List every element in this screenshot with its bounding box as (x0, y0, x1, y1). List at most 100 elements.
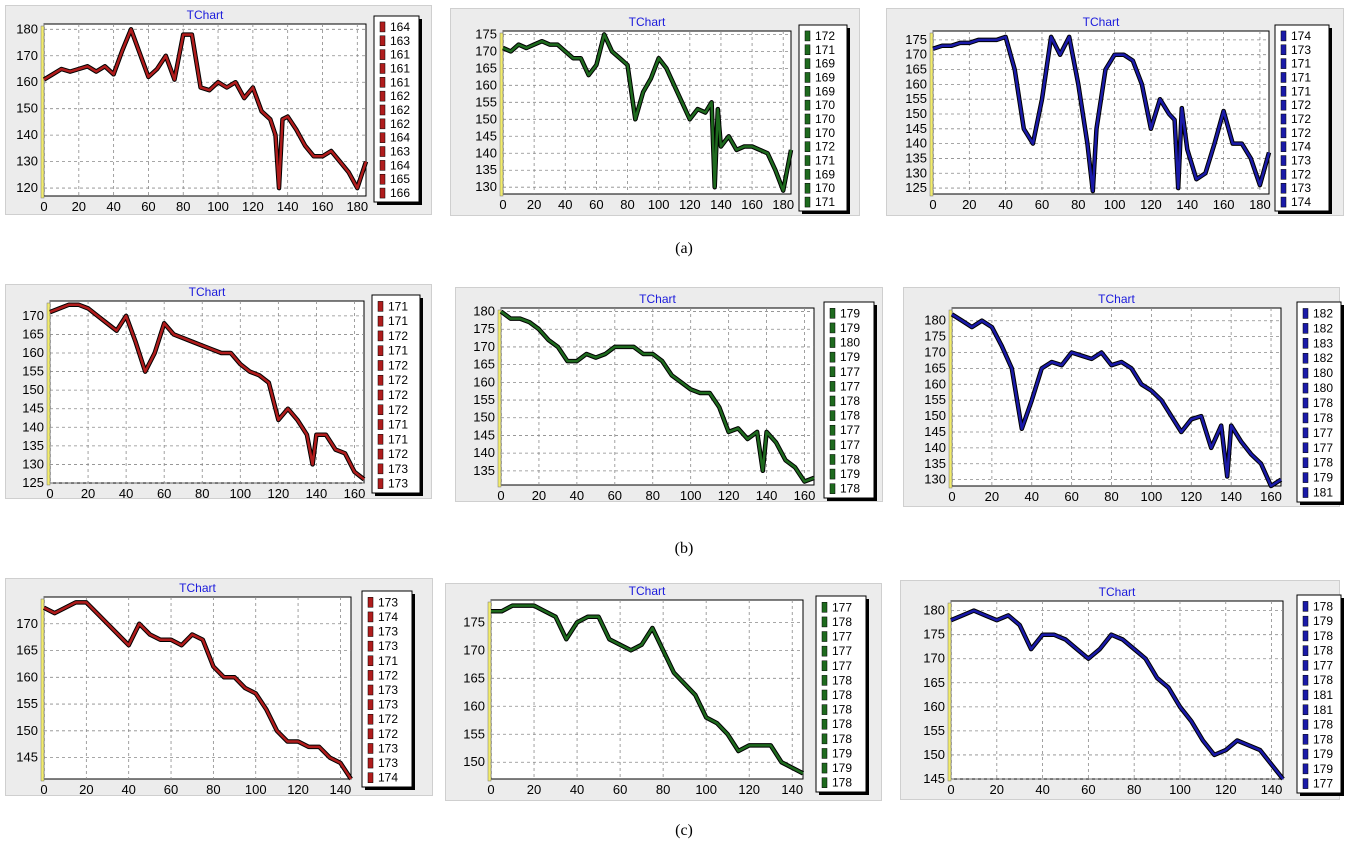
x-tick-label: 160 (312, 199, 334, 214)
y-tick-label: 150 (16, 723, 38, 738)
x-tick-label: 20 (985, 489, 999, 504)
y-tick-label: 165 (473, 357, 495, 372)
legend-label: 171 (388, 314, 408, 328)
legend-swatch (804, 99, 811, 111)
legend-swatch (804, 141, 811, 152)
x-tick-label: 140 (710, 197, 732, 212)
y-tick-label: 160 (463, 698, 485, 713)
series-line (43, 601, 353, 780)
legend-label: 172 (815, 29, 835, 43)
y-tick-label: 150 (463, 754, 485, 769)
chart-title: TChart (1099, 585, 1136, 599)
legend-swatch (367, 684, 374, 696)
legend-swatch (1302, 412, 1309, 424)
legend-label: 161 (390, 75, 410, 89)
x-tick-label: 80 (646, 488, 660, 503)
legend-swatch (821, 748, 828, 759)
series-line (43, 28, 368, 190)
legend-swatch (829, 439, 836, 451)
legend-label: 164 (390, 158, 410, 172)
legend-swatch (1302, 367, 1309, 379)
legend-swatch (377, 404, 384, 416)
legend-label: 180 (1313, 381, 1333, 395)
x-tick-label: 40 (1025, 489, 1039, 504)
x-tick-label: 100 (229, 486, 251, 501)
legend-swatch (1280, 141, 1287, 152)
legend-label: 173 (1291, 43, 1311, 57)
legend-label: 169 (815, 84, 835, 98)
legend-swatch (829, 366, 836, 378)
y-tick-label: 155 (16, 696, 38, 711)
y-tick-label: 160 (905, 76, 927, 91)
legend-swatch (377, 463, 384, 475)
y-tick-label: 145 (924, 424, 946, 439)
y-tick-label: 145 (22, 401, 44, 416)
chart-title: TChart (1098, 292, 1135, 306)
legend-swatch (367, 611, 374, 623)
x-tick-label: 120 (718, 488, 740, 503)
y-tick-label: 145 (905, 121, 927, 136)
chart-panel-c-red: TChart 0 20 40 60 80 100 120 140 145 150 155 160 165 1… (5, 578, 433, 797)
legend-label: 177 (832, 644, 852, 658)
legend-label: 177 (1313, 658, 1333, 672)
legend-label: 177 (832, 600, 852, 614)
x-tick-label: 20 (527, 197, 541, 212)
y-tick-label: 165 (923, 675, 945, 690)
legend-swatch (377, 434, 384, 445)
legend-label: 171 (1291, 84, 1311, 98)
x-tick-label: 140 (1176, 197, 1198, 212)
series-line (500, 310, 815, 483)
legend-label: 179 (1313, 614, 1333, 628)
y-tick-label: 160 (475, 77, 497, 92)
x-tick-label: 60 (1035, 197, 1049, 212)
legend-label: 178 (840, 482, 860, 496)
y-tick-label: 160 (473, 374, 495, 389)
axis-wall (46, 302, 51, 486)
x-tick-label: 120 (1140, 197, 1162, 212)
legend-label: 164 (390, 131, 410, 145)
y-tick-label: 130 (905, 165, 927, 180)
legend-swatch (377, 419, 384, 430)
y-tick-label: 135 (473, 463, 495, 478)
x-tick-label: 20 (962, 197, 976, 212)
plot-area (500, 307, 815, 486)
legend-label: 161 (390, 48, 410, 62)
legend-swatch (804, 113, 811, 125)
legend-label: 177 (832, 659, 852, 673)
legend-label: 171 (388, 299, 408, 313)
legend-swatch (829, 454, 836, 465)
legend-swatch (804, 196, 811, 208)
legend-label: 178 (1313, 732, 1333, 746)
y-tick-label: 180 (473, 304, 495, 319)
chart-svg: TChart 0 20 40 60 80 100 120 140 160 180 120 130 140 1… (16, 8, 422, 214)
axis-wall (929, 32, 934, 197)
legend-swatch (804, 182, 811, 194)
legend-label: 172 (1291, 98, 1311, 112)
legend-swatch (829, 322, 836, 334)
y-tick-label: 170 (16, 616, 38, 631)
axis-wall (487, 601, 492, 782)
y-tick-label: 120 (16, 180, 38, 195)
legend-label: 173 (1291, 154, 1311, 168)
x-tick-label: 100 (695, 782, 717, 797)
plot-area (950, 600, 1284, 780)
x-tick-label: 180 (772, 197, 794, 212)
y-tick-label: 155 (475, 94, 497, 109)
y-tick-label: 130 (22, 456, 44, 471)
legend-swatch (821, 718, 828, 730)
legend-swatch (829, 381, 836, 392)
y-tick-label: 145 (473, 427, 495, 442)
y-tick-label: 140 (22, 419, 44, 434)
legend-label: 172 (1291, 167, 1311, 181)
legend-label: 178 (832, 717, 852, 731)
x-tick-label: 80 (206, 782, 220, 797)
legend-label: 173 (378, 625, 398, 639)
legend-swatch (1280, 99, 1287, 111)
legend-swatch (1302, 338, 1309, 349)
legend-swatch (804, 169, 811, 180)
legend-label: 180 (1313, 366, 1333, 380)
legend-label: 173 (388, 462, 408, 476)
y-tick-label: 180 (924, 313, 946, 328)
x-tick-label: 60 (1064, 489, 1078, 504)
legend-label: 174 (378, 610, 398, 624)
